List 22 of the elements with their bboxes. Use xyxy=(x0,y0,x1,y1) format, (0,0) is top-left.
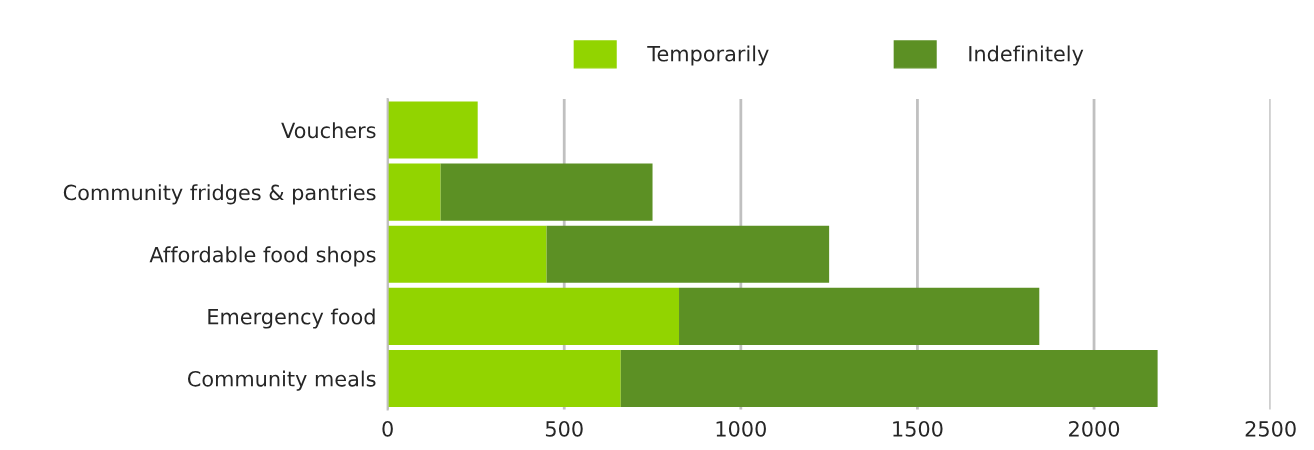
y-tick-label: Community fridges & pantries xyxy=(63,184,376,205)
x-tick-label: 500 xyxy=(545,420,583,437)
x-tick-label: 2000 xyxy=(1069,420,1120,437)
bar xyxy=(546,225,830,283)
y-tick-label: Vouchers xyxy=(281,122,376,139)
y-tick-label: Emergency food xyxy=(208,308,375,329)
bar xyxy=(620,349,1158,408)
legend-label: Temporarily xyxy=(647,45,769,66)
x-tick-label: 1500 xyxy=(893,420,943,437)
bar xyxy=(387,225,547,283)
y-tick-label: Community meals xyxy=(187,370,376,391)
x-tick-label: 1000 xyxy=(716,420,766,437)
legend-label: Indefinitely xyxy=(969,45,1084,66)
x-tick-label: 0 xyxy=(382,420,393,437)
bar xyxy=(440,163,653,221)
bar xyxy=(679,287,1040,345)
bar xyxy=(387,101,478,159)
y-tick-label: Affordable food shops xyxy=(149,246,376,267)
bar xyxy=(387,349,621,408)
bar xyxy=(387,287,680,345)
bar xyxy=(387,163,441,221)
x-tick-label: 2500 xyxy=(1245,420,1296,437)
